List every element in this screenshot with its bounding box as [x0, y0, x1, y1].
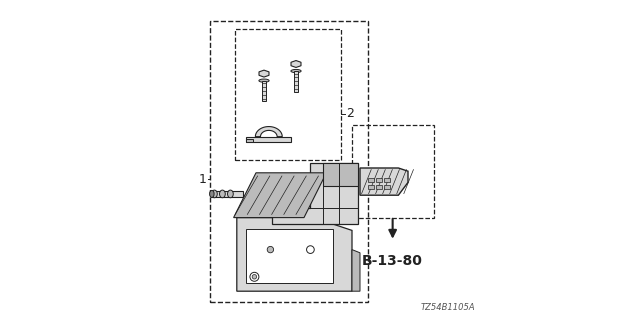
Ellipse shape	[210, 190, 214, 197]
Bar	[352, 125, 434, 218]
Bar	[294, 71, 298, 92]
Polygon shape	[323, 163, 358, 186]
Polygon shape	[272, 163, 358, 224]
Polygon shape	[237, 218, 352, 291]
Circle shape	[268, 246, 274, 253]
Bar	[246, 139, 253, 142]
Polygon shape	[360, 168, 408, 195]
Bar	[246, 229, 333, 283]
Polygon shape	[259, 70, 269, 77]
Text: 1: 1	[198, 173, 206, 186]
Bar	[368, 185, 374, 189]
Ellipse shape	[259, 79, 269, 82]
Bar	[210, 21, 368, 302]
Bar	[384, 185, 390, 189]
Text: B-13-80: B-13-80	[362, 254, 423, 268]
Bar	[246, 137, 291, 142]
Bar	[262, 81, 266, 101]
Bar	[376, 178, 382, 182]
Bar	[211, 191, 243, 197]
Ellipse shape	[211, 190, 218, 198]
Ellipse shape	[228, 190, 234, 198]
Polygon shape	[234, 173, 326, 218]
Circle shape	[252, 275, 257, 279]
Bar	[368, 178, 374, 182]
Bar	[236, 29, 340, 160]
Text: TZ54B1105A: TZ54B1105A	[420, 303, 475, 312]
Text: 2: 2	[346, 107, 354, 120]
Polygon shape	[291, 60, 301, 68]
Ellipse shape	[220, 190, 225, 198]
Polygon shape	[255, 127, 282, 137]
Circle shape	[307, 246, 314, 253]
Circle shape	[250, 272, 259, 281]
Ellipse shape	[291, 69, 301, 73]
Bar	[376, 185, 382, 189]
Polygon shape	[352, 250, 360, 291]
Bar	[384, 178, 390, 182]
